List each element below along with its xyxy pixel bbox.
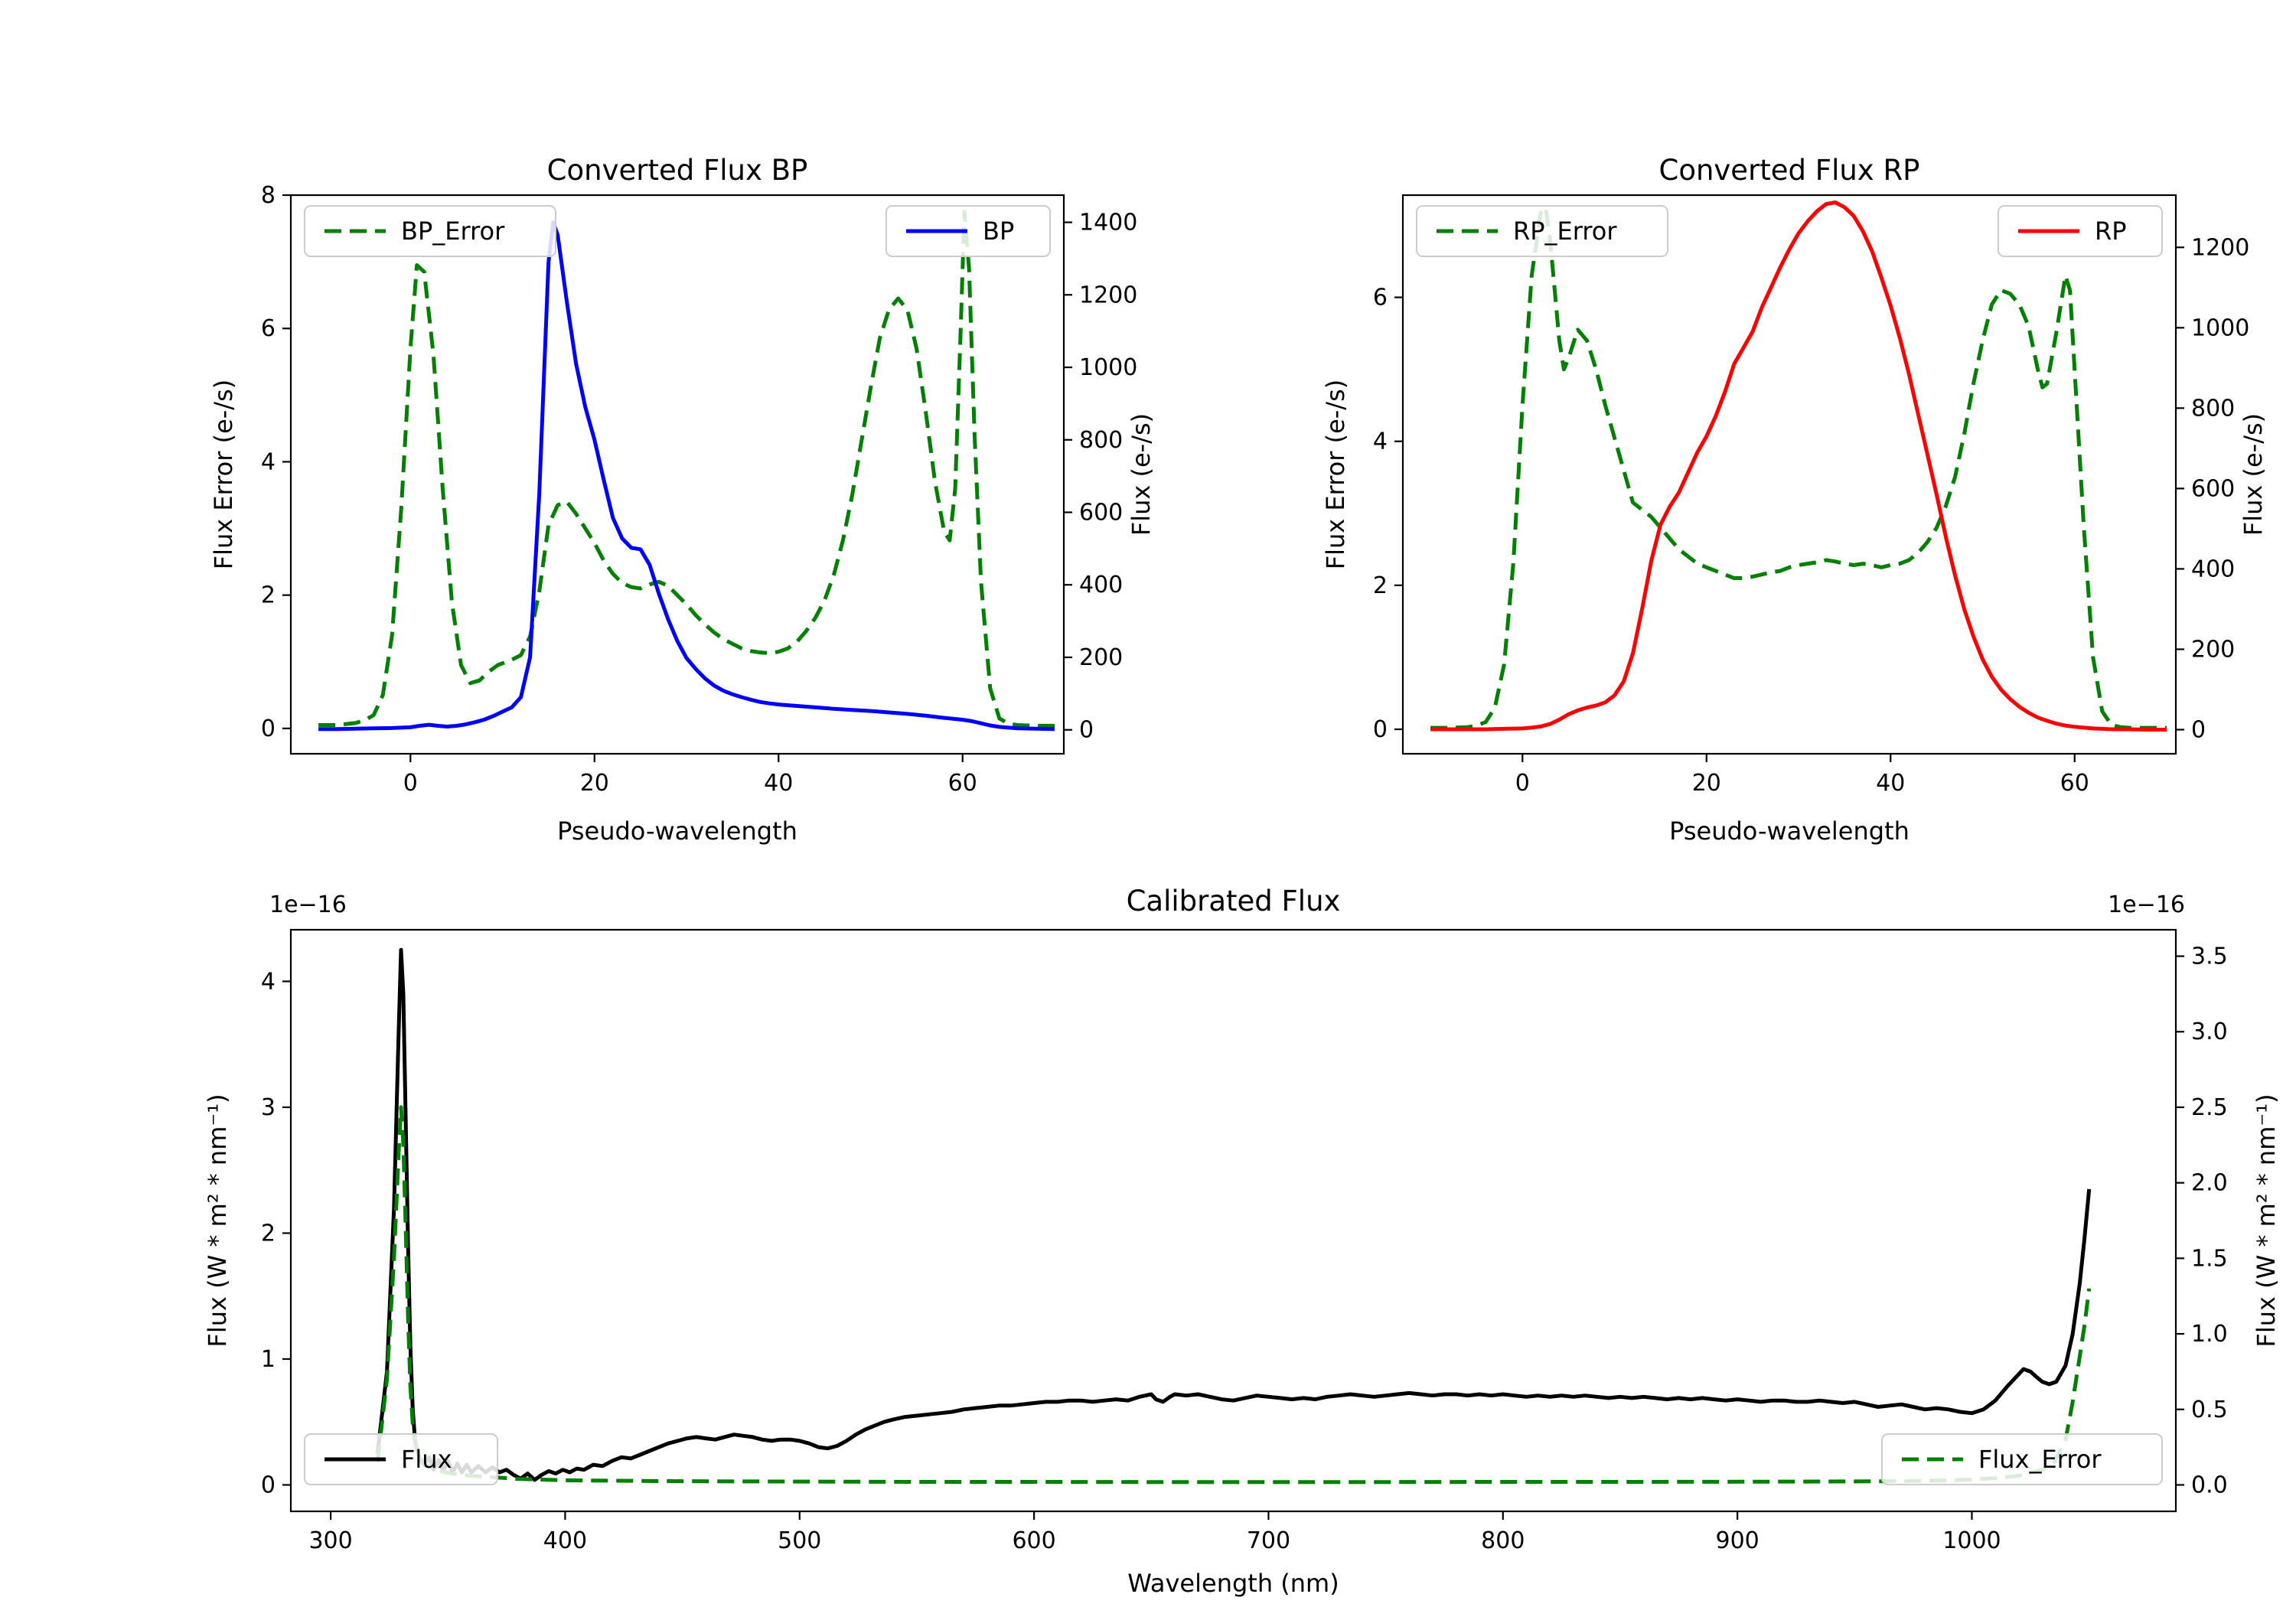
series-RP_Error-line [1430,205,2167,730]
y-right-tick-label: 2.0 [2191,1170,2228,1197]
y-right-tick-label: 0 [2191,716,2206,743]
y-right-tick-label: 1000 [2191,315,2249,341]
series-BP_Error-line [318,210,1055,728]
legend-frame [304,205,556,257]
y-right-tick-label: 2.5 [2191,1094,2228,1121]
y-right-tick-label: 1200 [1079,282,1137,308]
x-tick-label: 400 [543,1527,587,1554]
y-left-axis-label: Flux (W * m² * nm⁻¹) [203,1094,232,1347]
series-Flux_Error-line [375,1105,2092,1485]
legend-frame [885,205,1051,257]
y-left-tick-label: 8 [261,182,276,209]
y-right-tick-label: 0 [1079,717,1094,744]
legend-label: Flux [401,1445,452,1474]
x-tick-label: 300 [308,1527,352,1554]
y-right-tick-label: 800 [1079,427,1123,454]
chart-cal: 300 400 500 600 700 800 900 1000 0 1 2 3 4 0.0 0.5 1.0 1… [203,885,2281,1598]
legend-label: BP_Error [401,217,505,246]
y-left-tick-label: 4 [1373,429,1388,455]
x-tick-label: 40 [1876,770,1905,797]
y-right-tick-label: 200 [2191,636,2235,663]
chart-rp: 0 20 40 600246020040060080010001200Converte… [1321,154,2268,846]
legend-RP: RP [1998,205,2163,257]
legend-BP: BP [885,205,1051,257]
y-left-tick-label: 4 [261,448,276,475]
axes-spines [289,194,1065,755]
legend-frame [1998,205,2163,257]
y-right-tick-label: 800 [2191,395,2235,422]
series-BP-line [318,220,1055,732]
y-right-axis-label: Flux (e-/s) [1127,413,1156,536]
y-left-tick-label: 2 [261,1220,276,1247]
chart-title: Converted Flux RP [1658,154,1919,187]
y-right-tick-label: 1000 [1079,354,1137,381]
x-tick-label: 600 [1012,1527,1055,1554]
y-right-tick-label: 400 [1079,572,1123,598]
x-tick-label: 0 [403,770,418,797]
y-left-tick-label: 2 [261,582,276,609]
x-axis-label: Pseudo-wavelength [1669,817,1910,846]
x-tick-label: 1000 [1942,1527,2001,1554]
y-left-tick-label: 2 [1373,572,1388,599]
chart-title: Calibrated Flux [1127,885,1341,918]
legend-Flux: Flux [304,1433,498,1485]
y-right-tick-label: 200 [1079,644,1123,671]
y-left-tick-label: 0 [261,715,276,742]
y-right-offset-text: 1e−16 [2108,892,2185,918]
x-tick-label: 20 [580,770,609,797]
legend-label: RP_Error [1513,217,1617,246]
y-left-tick-label: 6 [261,315,276,342]
y-right-axis-label: Flux (W * m² * nm⁻¹) [2252,1094,2281,1347]
legend-frame [1881,1433,2163,1485]
y-right-tick-label: 0.5 [2191,1397,2228,1423]
y-right-tick-label: 400 [2191,556,2235,582]
chart-bp: 0 20 40 60024680200400600800100012001400Con… [209,154,1156,846]
x-tick-label: 500 [778,1527,821,1554]
y-right-tick-label: 0.0 [2191,1472,2228,1498]
legend-label: RP [2095,217,2127,246]
y-right-tick-label: 3.0 [2191,1019,2228,1045]
y-right-tick-label: 1.0 [2191,1321,2228,1348]
y-left-offset-text: 1e−16 [269,892,347,918]
y-left-axis-label: Flux Error (e-/s) [209,380,238,570]
x-tick-label: 700 [1247,1527,1290,1554]
series-RP-line [1430,200,2167,732]
y-right-axis-label: Flux (e-/s) [2239,413,2268,536]
legend-frame [304,1433,498,1485]
x-tick-label: 0 [1515,770,1530,797]
legend-frame [1416,205,1668,257]
y-left-tick-label: 3 [261,1094,276,1121]
y-right-tick-label: 600 [2191,475,2235,502]
x-tick-label: 20 [1692,770,1721,797]
legend-RP_Error: RP_Error [1416,205,1668,257]
y-right-tick-label: 3.5 [2191,944,2228,970]
legend-Flux_Error: Flux_Error [1881,1433,2163,1485]
x-tick-label: 60 [948,770,977,797]
legend-label: BP [983,217,1014,246]
series-Flux-line [375,947,2092,1482]
axes-spines [1401,194,2177,755]
x-tick-label: 800 [1481,1527,1525,1554]
x-tick-label: 40 [764,770,793,797]
x-axis-label: Pseudo-wavelength [557,817,797,846]
y-left-axis-label: Flux Error (e-/s) [1321,380,1350,570]
y-right-tick-label: 1.5 [2191,1245,2228,1272]
y-right-tick-label: 1200 [2191,234,2249,261]
y-right-tick-label: 1400 [1079,210,1137,236]
axes-spines [289,928,2177,1513]
x-axis-label: Wavelength (nm) [1127,1569,1339,1598]
y-left-tick-label: 6 [1373,285,1388,311]
y-left-tick-label: 1 [261,1346,276,1373]
chart-title: Converted Flux BP [547,154,808,187]
y-left-tick-label: 0 [1373,716,1388,743]
y-left-tick-label: 4 [261,968,276,995]
legend-label: Flux_Error [1978,1445,2102,1474]
legend-BP_Error: BP_Error [304,205,556,257]
y-right-tick-label: 600 [1079,500,1123,526]
x-tick-label: 900 [1716,1527,1760,1554]
y-left-tick-label: 0 [261,1472,276,1498]
x-tick-label: 60 [2060,770,2089,797]
